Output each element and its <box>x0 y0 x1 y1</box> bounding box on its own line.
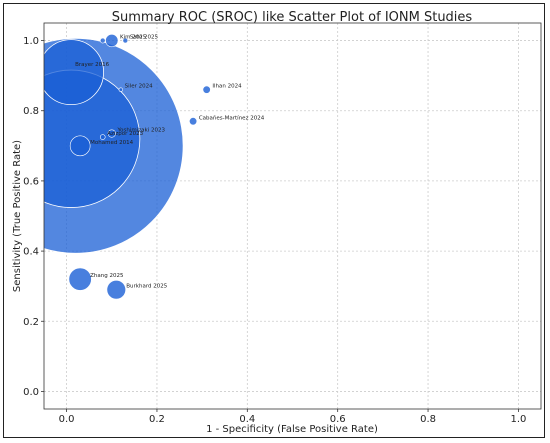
y-tick-label: 0.8 <box>23 106 39 117</box>
y-tick-label: 0.4 <box>23 247 39 258</box>
x-tick-label: 0.2 <box>149 414 165 425</box>
sroc-scatter-chart: Summary ROC (SROC) like Scatter Plot of … <box>12 10 542 435</box>
x-axis-label: 1 - Specificity (False Positive Rate) <box>206 424 378 435</box>
y-tick-label: 0.2 <box>23 317 39 328</box>
data-point <box>99 37 106 44</box>
data-point <box>99 134 106 140</box>
x-tick-label: 0.8 <box>420 414 436 425</box>
data-point <box>68 267 92 291</box>
data-point <box>106 280 126 300</box>
point-label: Azizpor 2023 <box>107 131 143 137</box>
point-label: Zhang 2025 <box>90 273 124 279</box>
x-tick-label: 0.0 <box>59 414 75 425</box>
y-tick-label: 0.6 <box>23 176 39 187</box>
data-point <box>202 85 211 94</box>
x-tick-label: 0.6 <box>330 414 346 425</box>
point-label: Sato 2025 <box>130 35 159 41</box>
data-point <box>105 33 119 48</box>
plot-area-border <box>43 22 542 410</box>
x-tick-label: 0.4 <box>239 414 255 425</box>
x-tick-label: 1.0 <box>510 414 526 425</box>
point-label: Siler 2024 <box>125 84 153 90</box>
point-label: Brayer 2016 <box>75 62 110 68</box>
data-point <box>122 37 129 44</box>
data-point <box>107 129 116 138</box>
data-point <box>189 117 198 126</box>
y-axis-label: Sensitivity (True Positive Rate) <box>12 140 23 292</box>
point-label: Ilhan 2024 <box>212 84 242 90</box>
figure-frame: Summary ROC (SROC) like Scatter Plot of … <box>3 3 545 438</box>
y-tick-label: 1.0 <box>23 36 39 47</box>
point-label: Mohamed 2014 <box>90 140 133 146</box>
point-label: Burkhard 2025 <box>126 284 167 290</box>
point-label: Kim 2025 <box>120 35 147 41</box>
data-point <box>69 135 91 157</box>
point-labels: Brayer 2016 Mohamed 2014 Yoshimizaki 2023A… <box>75 35 265 290</box>
point-label: Yoshimizaki 2023 <box>117 128 166 134</box>
data-points <box>44 33 211 300</box>
x-axis-ticks: 0.0 0.2 0.4 0.6 0.8 1.0 <box>59 409 526 425</box>
y-tick-label: 0.0 <box>23 387 39 398</box>
y-axis-ticks: 0.0 0.2 0.4 0.6 0.8 1.0 <box>23 36 44 398</box>
data-point <box>44 39 104 106</box>
data-point <box>118 87 123 92</box>
point-label: Cabañes-Martínez 2024 <box>199 114 265 121</box>
chart-title: Summary ROC (SROC) like Scatter Plot of … <box>112 10 473 25</box>
